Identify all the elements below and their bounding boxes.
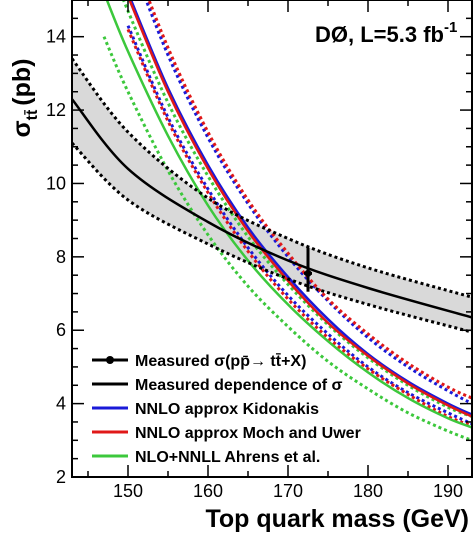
- measured-dependence-band: [72, 58, 472, 333]
- legend-label-nnlo-approx-moch-and-uwer: NNLO approx Moch and Uwer: [135, 425, 361, 442]
- nnlo-approx-kidonakis-lower-line: [126, 25, 472, 426]
- y-tick-label: 4: [56, 394, 66, 414]
- x-tick-label: 150: [113, 481, 143, 501]
- measured-dependence-line: [72, 98, 472, 319]
- nnlo-approx-moch-and-uwer-upper-line: [147, 0, 472, 400]
- nnlo-approx-moch-and-uwer-lower-line: [126, 28, 472, 428]
- y-tick-label: 6: [56, 320, 66, 340]
- y-tick-label: 14: [46, 27, 66, 47]
- legend-label-measured-dependence-of: Measured dependence of σ: [135, 377, 342, 394]
- y-axis-title: σtt̄ (pb): [8, 59, 41, 138]
- experiment-label: DØ, L=5.3 fb-1: [315, 19, 457, 47]
- y-axis-unit: (pb): [8, 59, 36, 106]
- measured-point-marker: [304, 269, 312, 277]
- nnlo-approx-kidonakis-central-line: [129, 0, 472, 416]
- axes: 150 160 170 180 190 2 4 6 8 10 12 14: [46, 0, 473, 501]
- legend-label-nlo-nnll-ahrens-et-al: NLO+NNLL Ahrens et al.: [135, 449, 320, 466]
- plot-area: [72, 0, 472, 442]
- measured-dependence-upper-line: [72, 57, 472, 299]
- nlo-nnll-ahrens-et-al-upper-line: [121, 0, 472, 418]
- x-tick-label: 180: [353, 481, 383, 501]
- measured-point-layer: [304, 247, 312, 292]
- nnlo-approx-kidonakis-upper-line: [144, 0, 472, 405]
- legend-label-measured-pp-tt-x: Measured σ(pp̄→ tt̄+X): [135, 352, 306, 370]
- x-axis-title: Top quark mass (GeV): [206, 505, 470, 533]
- x-tick-label: 190: [433, 481, 463, 501]
- x-tick-label: 170: [273, 481, 303, 501]
- y-axis-sigma: σ: [8, 120, 36, 137]
- x-tick-label: 160: [193, 481, 223, 501]
- y-tick-label: 2: [56, 467, 66, 487]
- measured-dependence-lower-line: [72, 142, 472, 334]
- y-tick-label: 8: [56, 247, 66, 267]
- legend-marker: [106, 356, 114, 364]
- y-axis-subscript: tt̄: [23, 109, 41, 120]
- nlo-nnll-ahrens-et-al-lower-line: [102, 36, 472, 442]
- legend-label-nnlo-approx-kidonakis: NNLO approx Kidonakis: [135, 401, 319, 418]
- nnlo-approx-moch-and-uwer-central-line: [128, 0, 472, 418]
- nlo-nnll-ahrens-et-al-central-line: [105, 0, 472, 429]
- luminosity-exponent: -1: [444, 19, 457, 36]
- y-tick-label: 10: [46, 173, 66, 193]
- legend: Measured σ(pp̄→ tt̄+X) Measured dependenc…: [92, 352, 361, 466]
- y-tick-label: 12: [46, 100, 66, 120]
